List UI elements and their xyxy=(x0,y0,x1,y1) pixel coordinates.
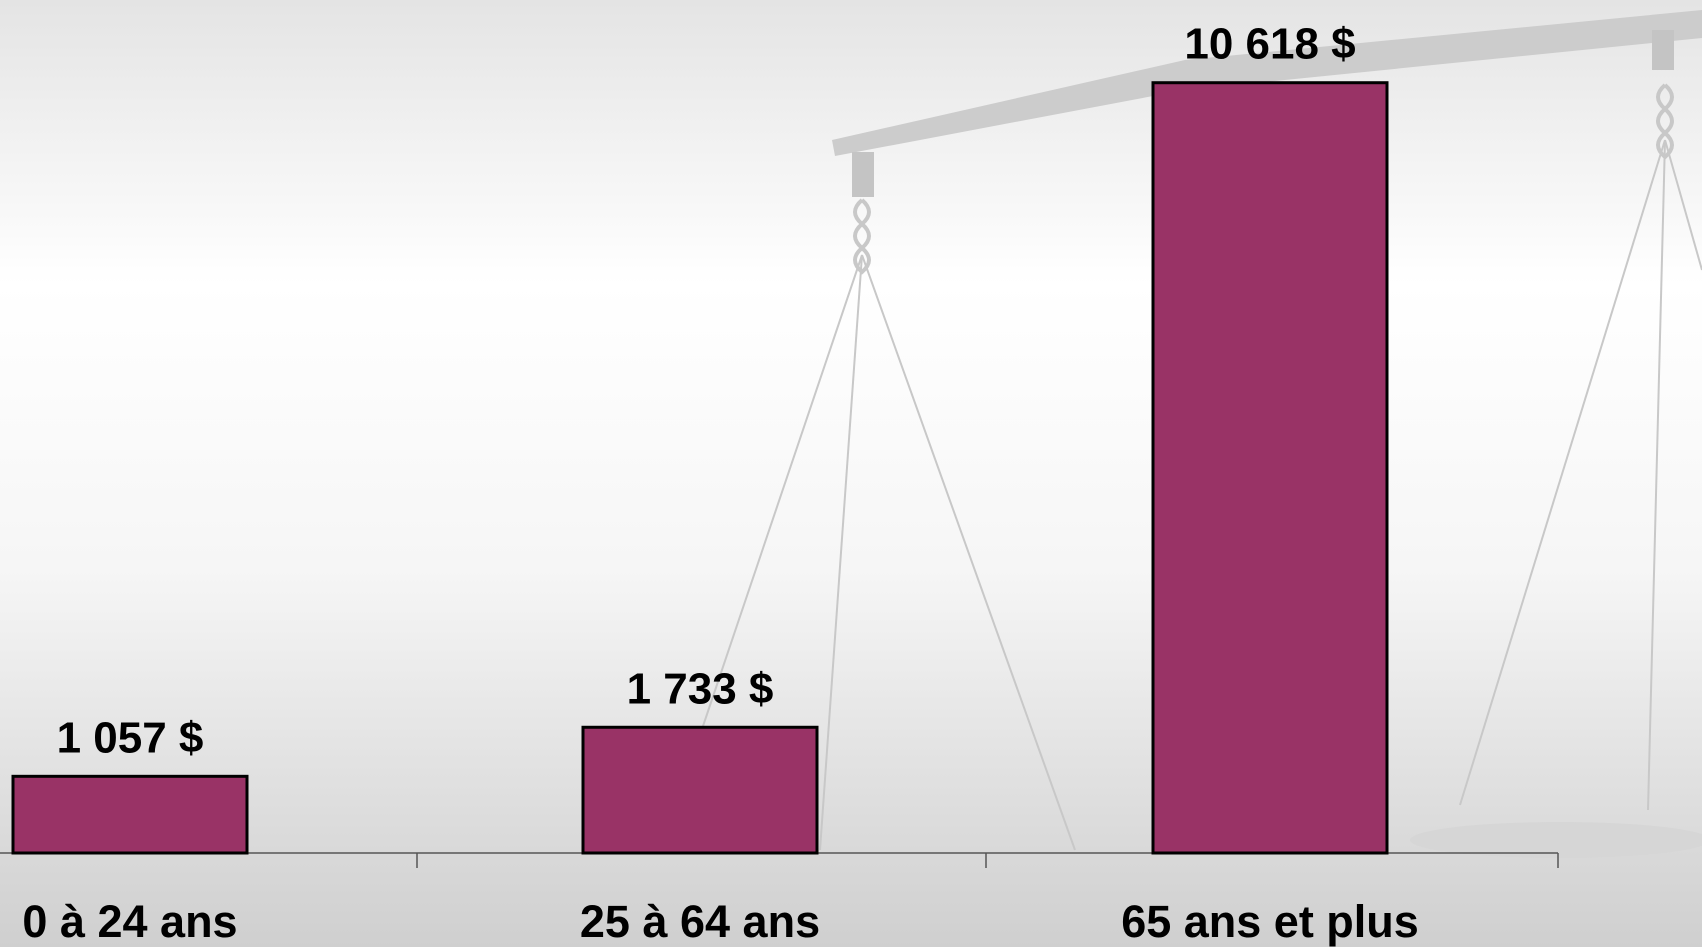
x-tick-label: 65 ans et plus xyxy=(1121,896,1419,947)
scale-decoration xyxy=(699,10,1702,858)
x-tick-label: 25 à 64 ans xyxy=(580,896,820,947)
bar xyxy=(581,725,819,855)
value-label: 1 733 $ xyxy=(627,664,774,713)
x-tick-label: 0 à 24 ans xyxy=(22,896,237,947)
bar xyxy=(1151,81,1389,855)
value-label: 10 618 $ xyxy=(1184,20,1355,69)
bar xyxy=(11,774,249,855)
value-label: 1 057 $ xyxy=(57,713,204,762)
